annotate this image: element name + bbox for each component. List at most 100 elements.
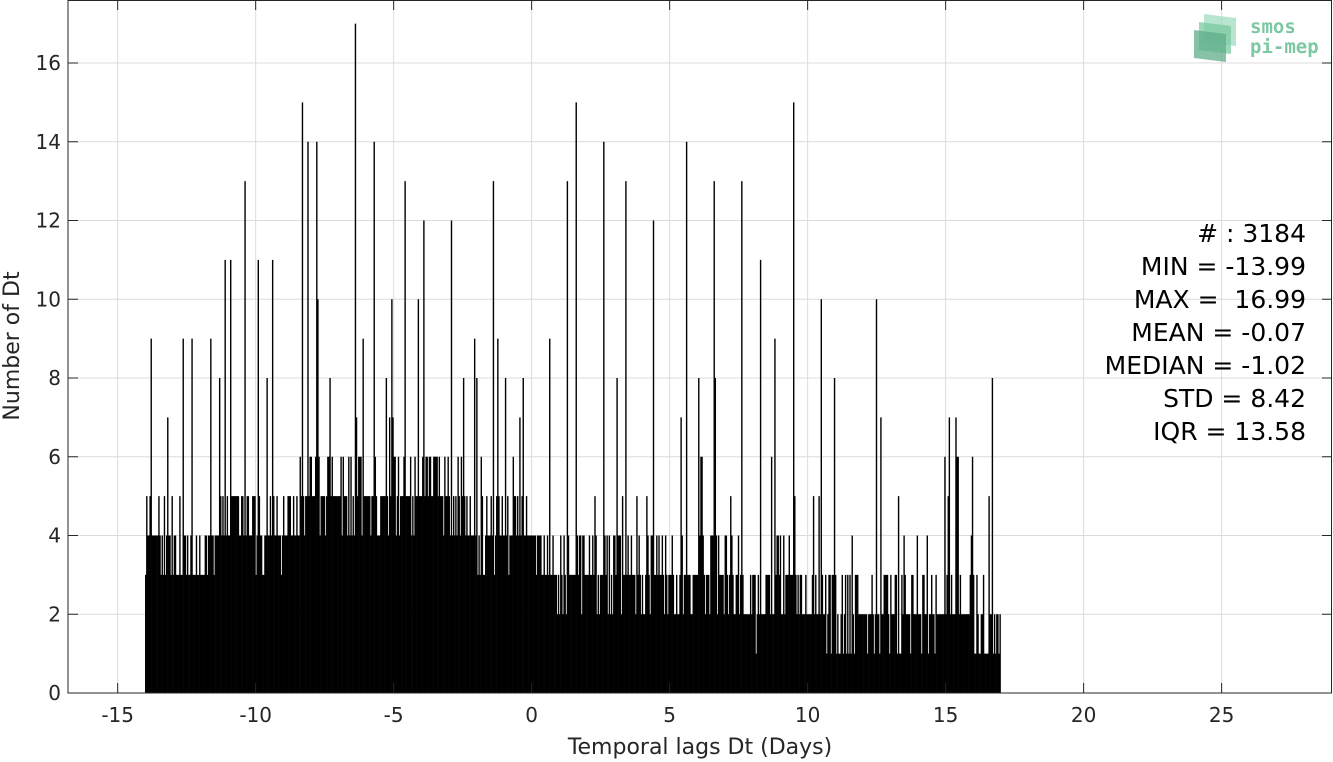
histogram-bar: [210, 338, 212, 694]
histogram-bar: [583, 535, 585, 693]
histogram-bar: [554, 574, 556, 694]
histogram-bar: [876, 614, 879, 693]
histogram-bar: [560, 535, 562, 693]
histogram-bar: [327, 456, 329, 693]
histogram-bar: [324, 535, 327, 693]
histogram-bar: [806, 614, 808, 693]
histogram-bar: [274, 535, 276, 693]
histogram-bar: [997, 614, 999, 693]
histogram-bar: [870, 614, 872, 693]
histogram-bar: [719, 574, 721, 694]
histogram-bar: [702, 535, 704, 693]
histogram-bar: [664, 535, 667, 693]
histogram-bar: [796, 614, 798, 693]
histogram-bar: [661, 535, 664, 693]
histogram-bar: [532, 535, 534, 693]
histogram-bar: [749, 574, 752, 694]
histogram-bar: [677, 614, 679, 693]
histogram-bar: [408, 496, 411, 694]
histogram-bar: [668, 574, 670, 694]
histogram-bar: [938, 614, 941, 693]
histogram-bar: [663, 614, 666, 693]
histogram-bar: [259, 535, 262, 693]
histogram-bar: [466, 496, 468, 694]
histogram-bar: [942, 614, 944, 693]
histogram-bar: [423, 220, 425, 693]
histogram-bar: [753, 574, 755, 694]
histogram-bar: [335, 496, 338, 694]
histogram-bar: [801, 614, 804, 693]
histogram-bar: [875, 299, 878, 693]
histogram-bar: [338, 496, 340, 694]
histogram-bar: [864, 614, 867, 693]
histogram-bar: [212, 535, 214, 693]
histogram-bar: [207, 535, 210, 693]
histogram-bar: [836, 653, 838, 694]
histogram-bar: [514, 496, 517, 694]
histogram-bar: [635, 614, 637, 693]
histogram-bar: [933, 614, 935, 693]
histogram-bar: [535, 574, 538, 694]
histogram-bar: [567, 535, 570, 693]
histogram-bar: [827, 614, 829, 693]
histogram-bar: [156, 535, 158, 693]
histogram-bar: [266, 378, 268, 693]
histogram-bar: [981, 614, 984, 693]
x-tick-label: 25: [1209, 703, 1234, 727]
histogram-bar: [365, 496, 368, 694]
histogram-bar: [839, 653, 841, 694]
histogram-bar: [507, 496, 509, 694]
histogram-bar: [863, 614, 866, 693]
histogram-bar: [945, 614, 947, 693]
histogram-bar: [244, 181, 246, 693]
histogram-bar: [645, 574, 647, 694]
histogram-bar: [921, 653, 923, 694]
histogram-bar: [944, 456, 946, 693]
y-tick-label: 8: [48, 366, 61, 390]
histogram-bar: [894, 574, 896, 694]
histogram-bar: [221, 535, 223, 693]
histogram-bar: [794, 496, 796, 694]
histogram-bar: [996, 614, 998, 693]
histogram-bar: [724, 535, 726, 693]
histogram-bar: [773, 614, 775, 693]
histogram-bar: [360, 456, 362, 693]
histogram-bar: [416, 496, 418, 694]
histogram-bar: [953, 614, 955, 693]
histogram-bar: [735, 574, 737, 694]
histogram-bar: [401, 496, 403, 694]
histogram-bar: [659, 574, 661, 694]
histogram-bar: [777, 535, 779, 693]
histogram-bar: [194, 574, 197, 694]
histogram-bar: [246, 496, 248, 694]
histogram-bar: [685, 141, 688, 693]
histogram-bar: [808, 614, 810, 693]
histogram-bar: [388, 417, 391, 694]
histogram-bar: [233, 496, 235, 694]
histogram-bar: [710, 535, 712, 693]
logo-text-pimep: pi-mep: [1250, 36, 1319, 58]
histogram-bar: [651, 535, 654, 693]
histogram-bar: [235, 496, 237, 694]
histogram-bar: [479, 574, 481, 694]
histogram-bar: [853, 653, 856, 694]
histogram-bar: [700, 456, 702, 693]
histogram-bar: [688, 574, 690, 694]
histogram-bar: [500, 535, 502, 693]
histogram-bar: [926, 535, 928, 693]
histogram-bar: [691, 614, 693, 693]
histogram-bar: [681, 535, 683, 693]
histogram-bar: [566, 181, 569, 693]
histogram-bar: [770, 456, 773, 693]
histogram-bar: [609, 614, 612, 693]
histogram-bar: [247, 496, 250, 694]
histogram-bar: [465, 535, 467, 693]
histogram-bar: [696, 574, 699, 694]
histogram-bar: [340, 456, 342, 693]
histogram-bar: [598, 614, 601, 693]
histogram-bar: [680, 417, 682, 694]
histogram-bar: [628, 574, 630, 694]
histogram-bar: [634, 574, 636, 694]
histogram-bar: [776, 535, 778, 693]
histogram-bar: [925, 614, 927, 693]
